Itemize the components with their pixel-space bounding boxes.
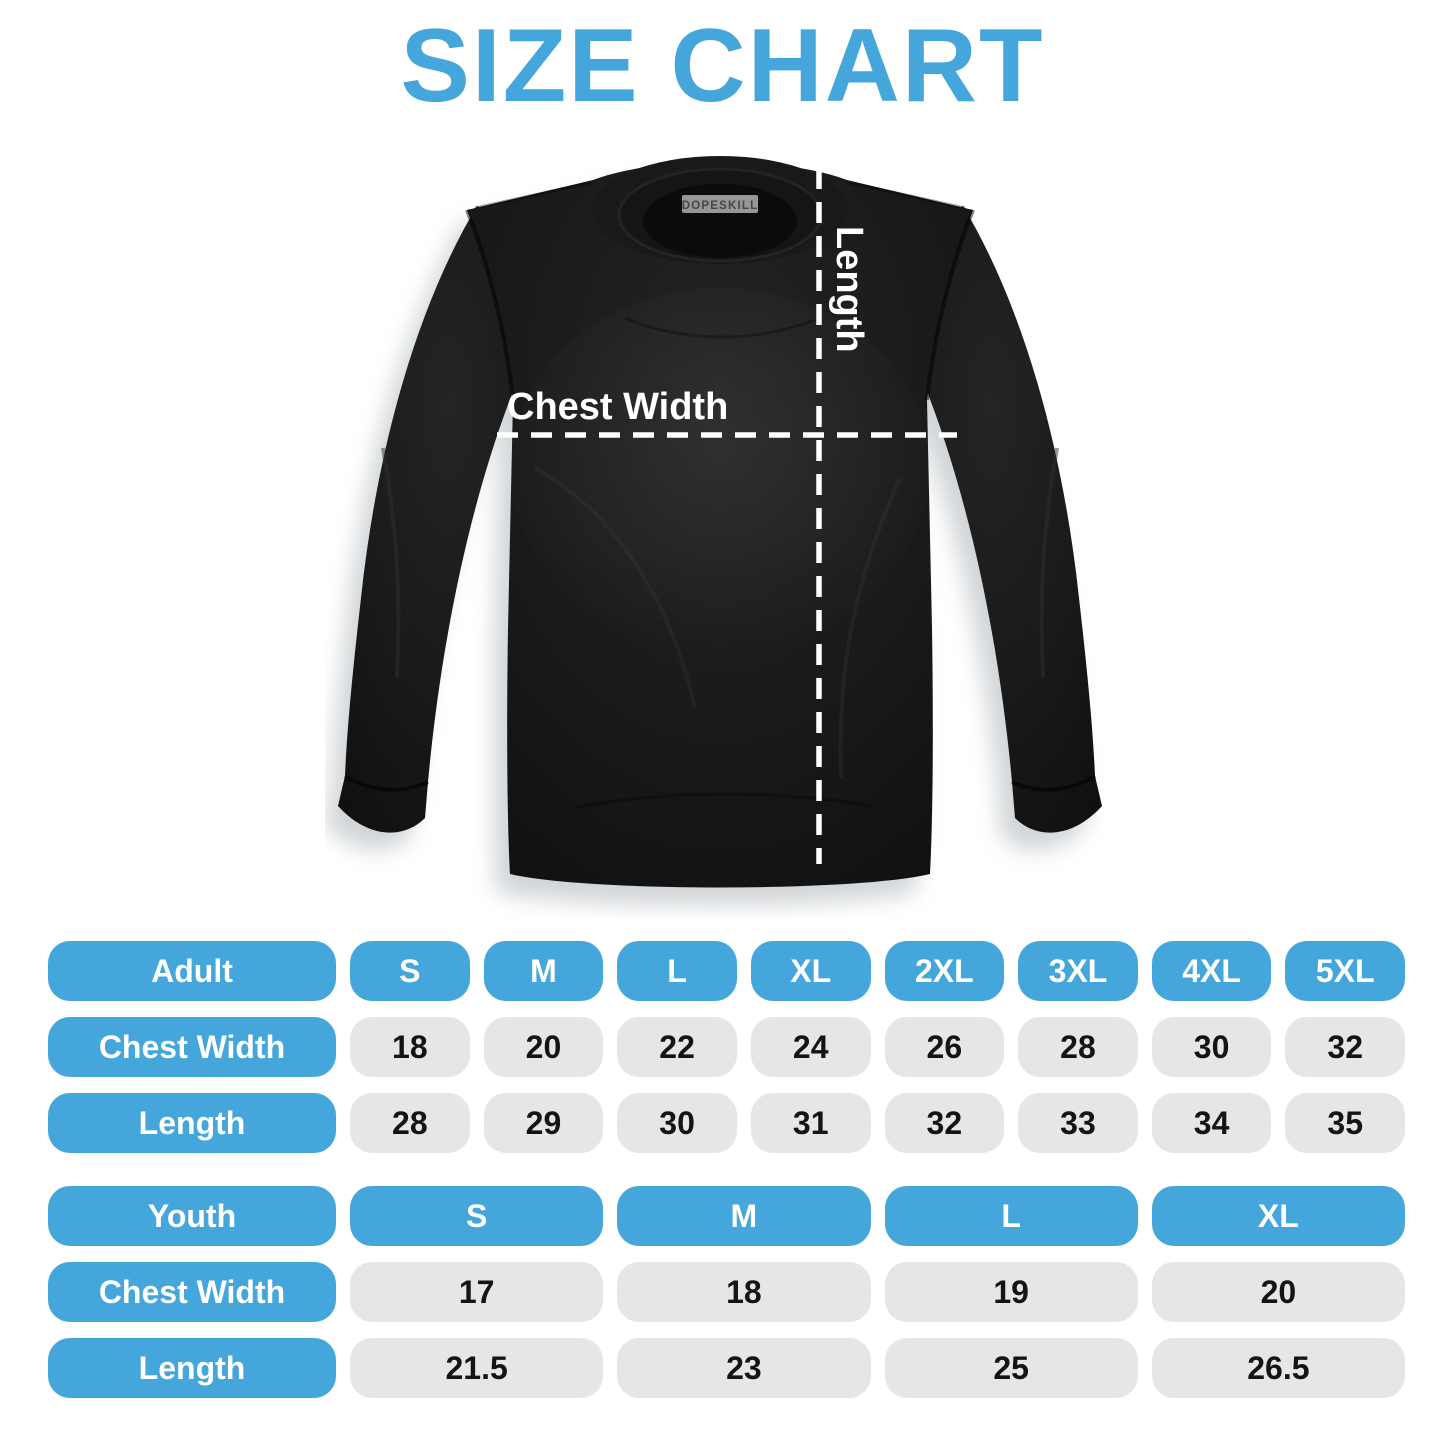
- adult-chest-value: 26: [884, 1017, 1005, 1077]
- youth-size-header: XL: [1151, 1186, 1405, 1246]
- right-armhole-seam: [925, 209, 975, 401]
- left-shoulder-seam: [474, 180, 594, 210]
- youth-length-value: 26.5: [1151, 1338, 1405, 1398]
- adult-chest-value: 18: [350, 1017, 470, 1077]
- adult-chest-value: 30: [1151, 1017, 1272, 1077]
- left-sleeve: [338, 206, 559, 833]
- adult-size-header: M: [483, 941, 604, 1001]
- youth-chest-value: 17: [350, 1262, 604, 1322]
- youth-table-header: Youth: [48, 1186, 336, 1246]
- adult-size-table: Adult S M L XL 2XL 3XL 4XL 5XL Chest Wid…: [48, 941, 1405, 1153]
- youth-size-table: Youth S M L XL Chest Width 17 18 19 20 L…: [48, 1186, 1405, 1398]
- adult-size-header: L: [617, 941, 737, 1001]
- chest-width-label: Chest Width: [507, 386, 728, 428]
- adult-size-header: 4XL: [1151, 941, 1272, 1001]
- right-cuff-seam: [1011, 774, 1097, 792]
- shirt-illustration: DOPESKILL Chest Width Length: [325, 156, 1102, 906]
- youth-length-value: 21.5: [350, 1338, 604, 1398]
- adult-chest-value: 28: [1018, 1017, 1138, 1077]
- sleeve-wrinkle: [381, 447, 401, 679]
- adult-length-value: 28: [350, 1093, 470, 1153]
- length-label: Length: [828, 226, 870, 353]
- youth-length-value: 23: [617, 1338, 871, 1398]
- youth-size-header: M: [617, 1186, 871, 1246]
- adult-length-value: 31: [750, 1093, 871, 1153]
- neck-tag-text: DOPESKILL: [682, 200, 759, 212]
- adult-row-label: Length: [48, 1093, 336, 1153]
- adult-length-value: 30: [617, 1093, 737, 1153]
- adult-length-value: 34: [1151, 1093, 1272, 1153]
- hem-wrinkle: [574, 792, 871, 810]
- youth-chest-value: 19: [884, 1262, 1138, 1322]
- youth-row-label: Length: [48, 1338, 336, 1398]
- left-cuff-seam: [343, 774, 429, 792]
- adult-size-header: 3XL: [1018, 941, 1138, 1001]
- fabric-sheen: [510, 288, 930, 648]
- page-title: SIZE CHART: [400, 8, 1045, 124]
- adult-length-value: 32: [884, 1093, 1005, 1153]
- right-sleeve: [881, 206, 1102, 833]
- youth-size-header: S: [350, 1186, 604, 1246]
- adult-size-header: XL: [750, 941, 871, 1001]
- youth-length-value: 25: [884, 1338, 1138, 1398]
- youth-chest-value: 18: [617, 1262, 871, 1322]
- adult-size-header: S: [350, 941, 470, 1001]
- adult-chest-value: 22: [617, 1017, 737, 1077]
- adult-chest-value: 24: [750, 1017, 871, 1077]
- sleeve-wrinkle: [1039, 447, 1059, 679]
- collar: DOPESKILL: [592, 156, 848, 264]
- neck-tag: [682, 195, 758, 213]
- youth-chest-value: 20: [1151, 1262, 1405, 1322]
- adult-size-header: 5XL: [1285, 941, 1405, 1001]
- adult-table-header: Adult: [48, 941, 336, 1001]
- adult-length-value: 33: [1018, 1093, 1138, 1153]
- adult-chest-value: 20: [483, 1017, 604, 1077]
- left-armhole-seam: [465, 209, 515, 401]
- adult-length-value: 35: [1285, 1093, 1405, 1153]
- adult-row-label: Chest Width: [48, 1017, 336, 1077]
- adult-length-value: 29: [483, 1093, 604, 1153]
- right-shoulder-seam: [846, 180, 966, 210]
- youth-size-header: L: [884, 1186, 1138, 1246]
- adult-size-header: 2XL: [884, 941, 1005, 1001]
- youth-row-label: Chest Width: [48, 1262, 336, 1322]
- adult-chest-value: 32: [1285, 1017, 1405, 1077]
